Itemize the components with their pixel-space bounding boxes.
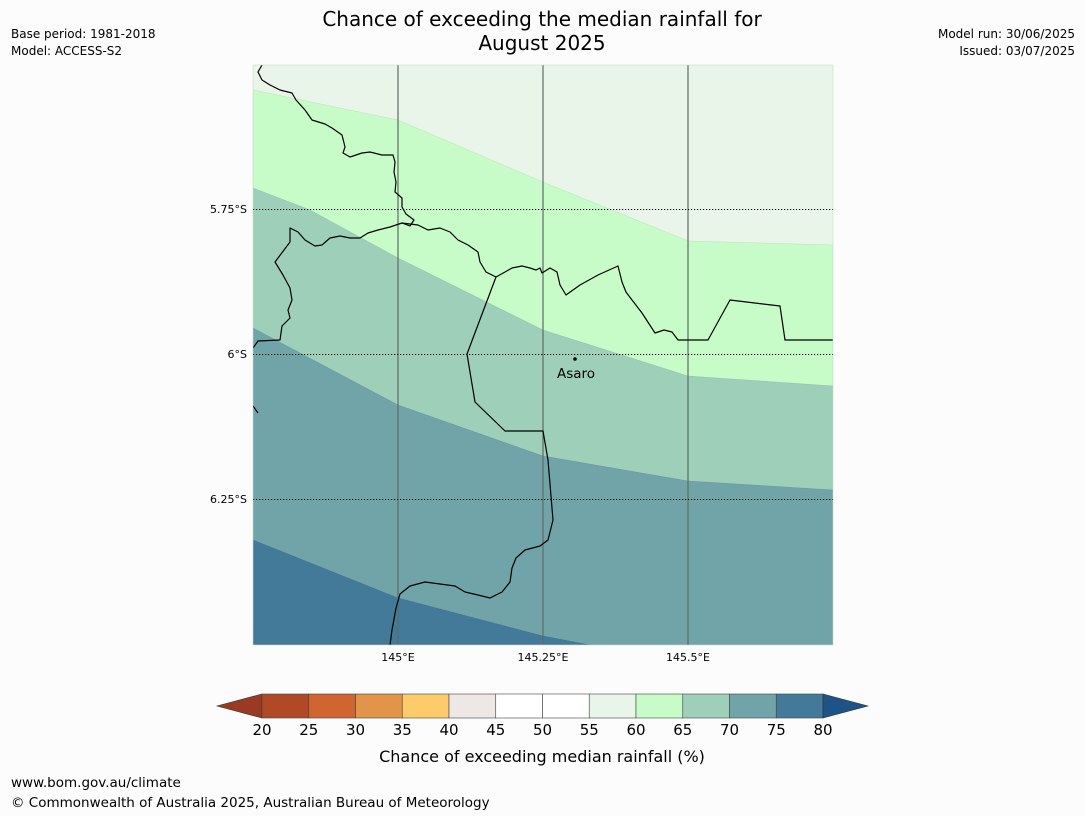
- colorbar-tick-label: 60: [626, 721, 645, 739]
- colorbar-tick-label: 25: [299, 721, 318, 739]
- footer-copyright: © Commonwealth of Australia 2025, Austra…: [11, 795, 490, 811]
- issued-date: Issued: 03/07/2025: [959, 44, 1075, 58]
- colorbar-tick-label: 40: [439, 721, 458, 739]
- lon-label-145-25: 145.25°E: [518, 651, 569, 664]
- colorbar-tick-label: 70: [720, 721, 739, 739]
- lon-label-145-5: 145.5°E: [666, 651, 710, 664]
- colorbar-tick-label: 45: [486, 721, 505, 739]
- colorbar-tick-label: 20: [252, 721, 271, 739]
- colorbar-segment: [682, 693, 730, 719]
- colorbar-tick-label: 55: [580, 721, 599, 739]
- model-name: Model: ACCESS-S2: [11, 44, 123, 58]
- colorbar-segment: [355, 693, 403, 719]
- place-label-asaro: Asaro: [557, 366, 595, 382]
- colorbar-segment: [308, 693, 356, 719]
- map-panel: [253, 65, 833, 645]
- colorbar-segment: [729, 693, 777, 719]
- colorbar-tick-label: 50: [533, 721, 552, 739]
- colorbar-segment: [261, 693, 310, 719]
- title-line-2: August 2025: [478, 31, 606, 55]
- asaro-marker: [573, 357, 577, 361]
- chart-title: Chance of exceeding the median rainfall …: [242, 7, 842, 55]
- lon-label-145: 145°E: [381, 651, 414, 664]
- colorbar-segment: [495, 693, 543, 719]
- colorbar-segment: [401, 693, 450, 719]
- colorbar-tick-label: 65: [673, 721, 692, 739]
- colorbar-segments: [261, 693, 824, 719]
- colorbar-tick-labels: 20 25 30 35 40 45 50 55 60 65 70 75 80: [252, 721, 832, 739]
- lat-label-5-75: 5.75°S: [210, 203, 247, 216]
- meta-left: Base period: 1981-2018 Model: ACCESS-S2: [11, 26, 156, 60]
- base-period: Base period: 1981-2018: [11, 27, 156, 41]
- colorbar-under-arrow: [215, 693, 263, 719]
- footer-url[interactable]: www.bom.gov.au/climate: [11, 775, 181, 791]
- title-line-1: Chance of exceeding the median rainfall …: [322, 7, 762, 31]
- colorbar-segment: [775, 693, 824, 719]
- colorbar-segment: [448, 693, 497, 719]
- colorbar-label: Chance of exceeding median rainfall (%): [379, 747, 705, 766]
- colorbar-segment: [542, 693, 590, 719]
- model-run: Model run: 30/06/2025: [937, 27, 1075, 41]
- colorbar-over-arrow: [822, 693, 870, 719]
- colorbar-segment: [588, 693, 637, 719]
- colorbar-tick-label: 35: [393, 721, 412, 739]
- province-boundaries: [253, 65, 833, 645]
- lat-label-6: 6°S: [228, 348, 247, 361]
- colorbar-segment: [635, 693, 684, 719]
- colorbar: 20 25 30 35 40 45 50 55 60 65 70 75 80 Chance of exc…: [215, 693, 870, 766]
- meta-right: Model run: 30/06/2025 Issued: 03/07/2025: [938, 26, 1075, 60]
- colorbar-tick-label: 80: [813, 721, 832, 739]
- colorbar-tick-label: 75: [767, 721, 786, 739]
- band-75-80: [253, 539, 591, 645]
- colorbar-tick-label: 30: [346, 721, 365, 739]
- map-frame: [252, 64, 834, 646]
- lat-label-6-25: 6.25°S: [210, 493, 247, 506]
